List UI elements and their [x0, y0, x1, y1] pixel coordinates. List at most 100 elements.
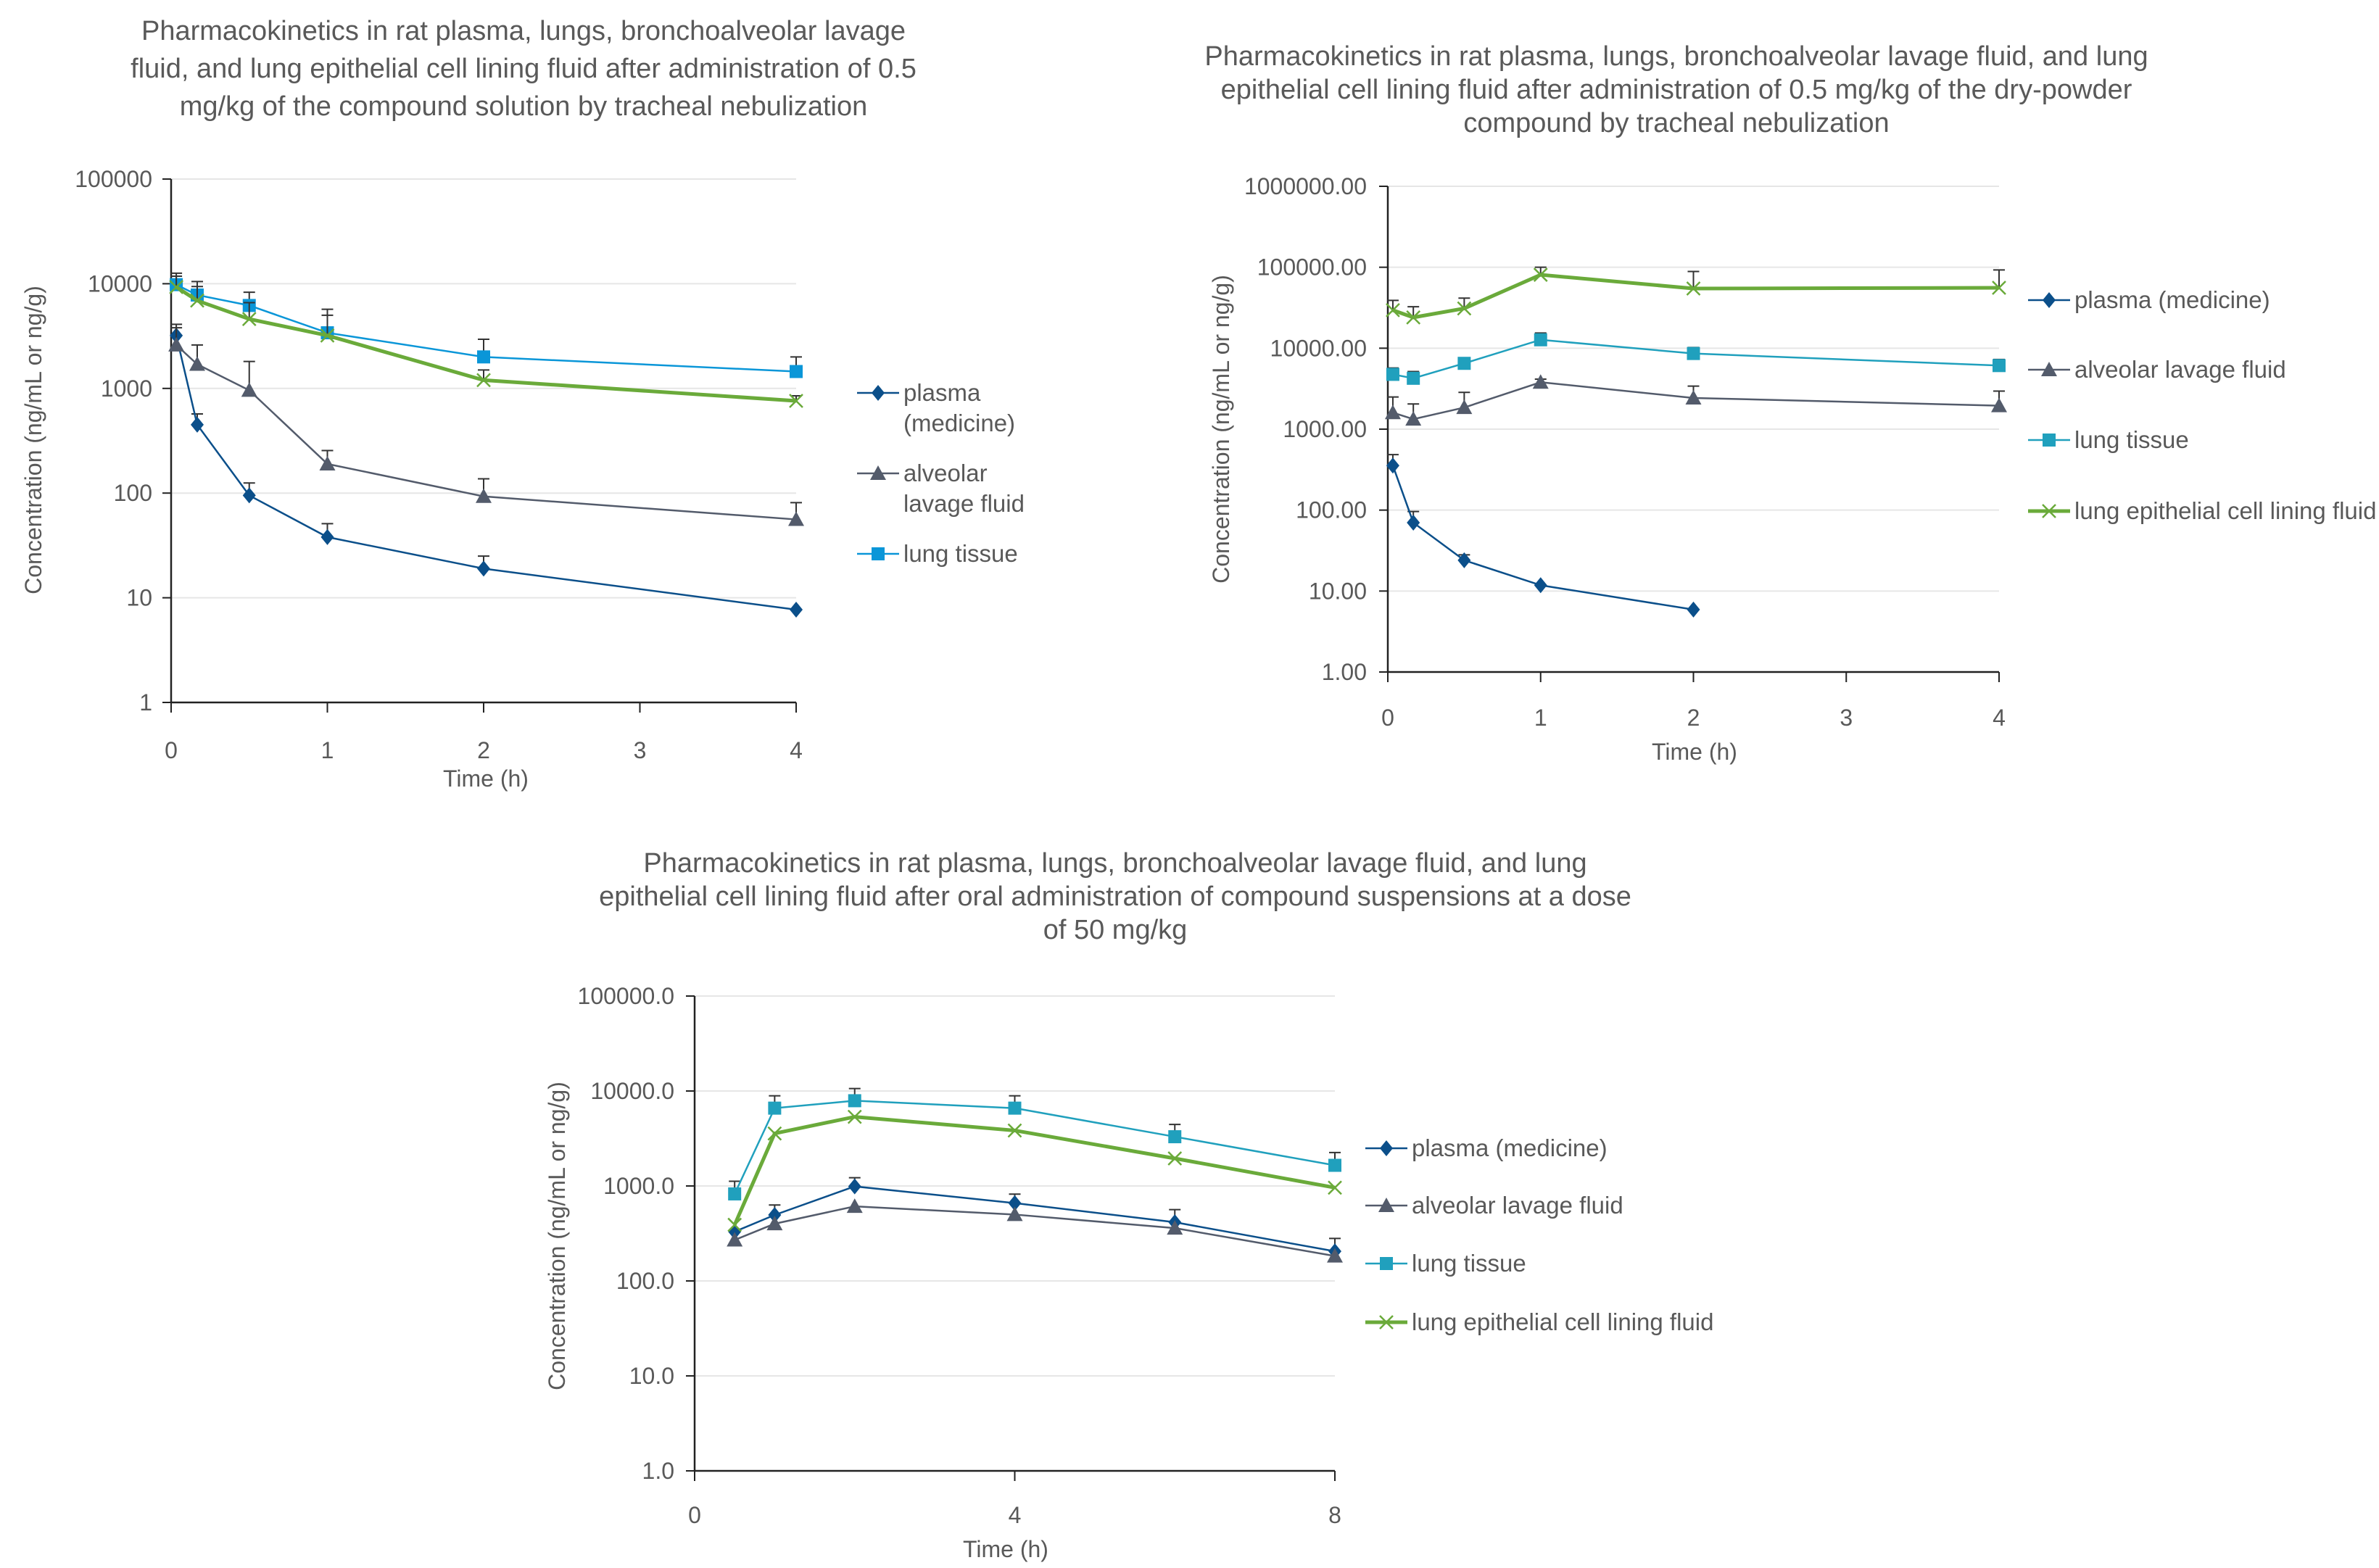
data-point [1386, 368, 1399, 381]
chart-title-line: compound by tracheal nebulization [1463, 108, 1889, 138]
error-bar [1993, 269, 2005, 289]
chart-1: Pharmacokinetics in rat plasma, lungs, b… [20, 16, 1025, 792]
data-point [1993, 359, 2006, 373]
x-tick-label: 3 [634, 737, 647, 763]
data-point [727, 1217, 742, 1232]
series-lung-tissue [1386, 332, 2006, 385]
data-point [1457, 357, 1471, 370]
series-lung-epithelial-cell-lining-fluid [727, 1109, 1342, 1232]
y-tick-label: 1000 [101, 376, 152, 402]
data-point [768, 1101, 782, 1115]
legend-entry: lung epithelial cell lining fluid [1365, 1308, 1713, 1335]
data-point [1407, 514, 1420, 531]
y-tick-label: 1000.0 [603, 1173, 674, 1199]
data-point [1167, 1151, 1183, 1166]
x-tick-label: 4 [790, 737, 803, 763]
legend-label-line: plasma [903, 379, 981, 406]
data-point [169, 280, 183, 294]
data-point [788, 511, 804, 526]
chart-title-line: of 50 mg/kg [1043, 915, 1188, 945]
x-tick-label: 0 [165, 737, 178, 763]
series-line [734, 1100, 1336, 1195]
data-point [1687, 347, 1700, 360]
x-tick-label: 4 [1009, 1502, 1022, 1528]
error-bar [243, 302, 255, 320]
legend-entry: alveolar lavage fluid [857, 460, 1025, 517]
y-tick-label: 10000 [88, 270, 152, 296]
legend-marker [2043, 292, 2056, 308]
data-point [848, 1094, 861, 1108]
legend-marker [872, 385, 885, 401]
legend-entry: lung tissue [2028, 426, 2189, 453]
x-tick-label: 2 [477, 737, 490, 763]
data-point [1167, 1220, 1183, 1235]
legend-marker [872, 547, 885, 560]
legend-marker [1380, 1257, 1393, 1270]
data-point [320, 328, 335, 343]
series-alveolar-lavage-fluid [1384, 374, 2007, 426]
legend-label: lung tissue [903, 540, 1018, 567]
data-point [1687, 601, 1700, 618]
data-point [727, 1232, 743, 1247]
data-point [168, 336, 185, 352]
y-tick-label: 10.00 [1309, 578, 1367, 604]
x-tick-label: 3 [1840, 705, 1853, 731]
legend-entry: plasma (medicine) [1365, 1134, 1608, 1161]
x-tick-label: 4 [1993, 705, 2006, 731]
series-line [732, 1115, 1336, 1226]
x-axis-label: Time (h) [1652, 739, 1737, 765]
data-point [241, 382, 257, 397]
chart-title-line: Pharmacokinetics in rat plasma, lungs, b… [643, 848, 1586, 879]
y-axis-label: Concentration (ng/mL or ng/g) [20, 286, 46, 594]
y-tick-label: 100000 [75, 166, 152, 192]
y-tick-label: 10.0 [629, 1363, 674, 1389]
y-axis-label: Concentration (ng/mL or ng/g) [1208, 275, 1234, 584]
legend-label-line: lavage fluid [903, 490, 1025, 517]
y-tick-label: 1000000.00 [1244, 173, 1367, 199]
legend-label: alveolar lavage fluid [1412, 1192, 1623, 1219]
x-axis-label: Time (h) [963, 1536, 1048, 1562]
data-point [1534, 577, 1547, 594]
chart-2: Pharmacokinetics in rat plasma, lungs, b… [1204, 41, 2376, 765]
data-point [189, 356, 205, 371]
y-tick-label: 100000.00 [1257, 254, 1367, 281]
data-point [848, 1178, 861, 1195]
legend-label: lung epithelial cell lining fluid [1412, 1308, 1713, 1335]
series-plasma-medicine- [1386, 454, 1700, 618]
chart-title-line: mg/kg of the compound solution by trache… [180, 91, 867, 122]
data-point [242, 487, 256, 504]
legend-entry: lung tissue [857, 540, 1018, 567]
legend-label-line: alveolar [903, 460, 988, 486]
y-tick-label: 10 [126, 585, 152, 611]
y-tick-label: 100 [114, 480, 152, 506]
error-bar [1687, 270, 1700, 289]
data-point [1327, 1248, 1343, 1263]
legend-marker [1380, 1140, 1393, 1156]
data-point [1386, 302, 1400, 318]
data-point [766, 1216, 783, 1231]
series-alveolar-lavage-fluid [168, 327, 804, 526]
chart-title-line: epithelial cell lining fluid after admin… [1221, 75, 2132, 105]
legend-label-line: (medicine) [903, 410, 1015, 436]
legend-marker [2043, 434, 2056, 447]
y-tick-label: 1.0 [642, 1458, 674, 1484]
y-tick-label: 100.0 [616, 1268, 674, 1294]
data-point [846, 1198, 863, 1214]
data-point [728, 1187, 742, 1200]
data-point [767, 1126, 782, 1141]
x-tick-label: 2 [1687, 705, 1700, 731]
legend-entry: lung tissue [1365, 1250, 1526, 1277]
series-alveolar-lavage-fluid [727, 1198, 1343, 1263]
x-tick-label: 8 [1328, 1502, 1341, 1528]
y-tick-label: 10000.00 [1270, 335, 1367, 361]
y-tick-label: 100000.0 [578, 983, 674, 1009]
data-point [1457, 552, 1471, 568]
y-tick-label: 10000.0 [590, 1078, 674, 1104]
series-line [734, 1185, 1336, 1253]
data-point [790, 365, 803, 378]
legend-marker [2042, 504, 2056, 518]
legend-label: alveolar lavage fluid [903, 460, 1025, 517]
series-plasma-medicine- [728, 1177, 1341, 1260]
data-point [1007, 1123, 1022, 1138]
